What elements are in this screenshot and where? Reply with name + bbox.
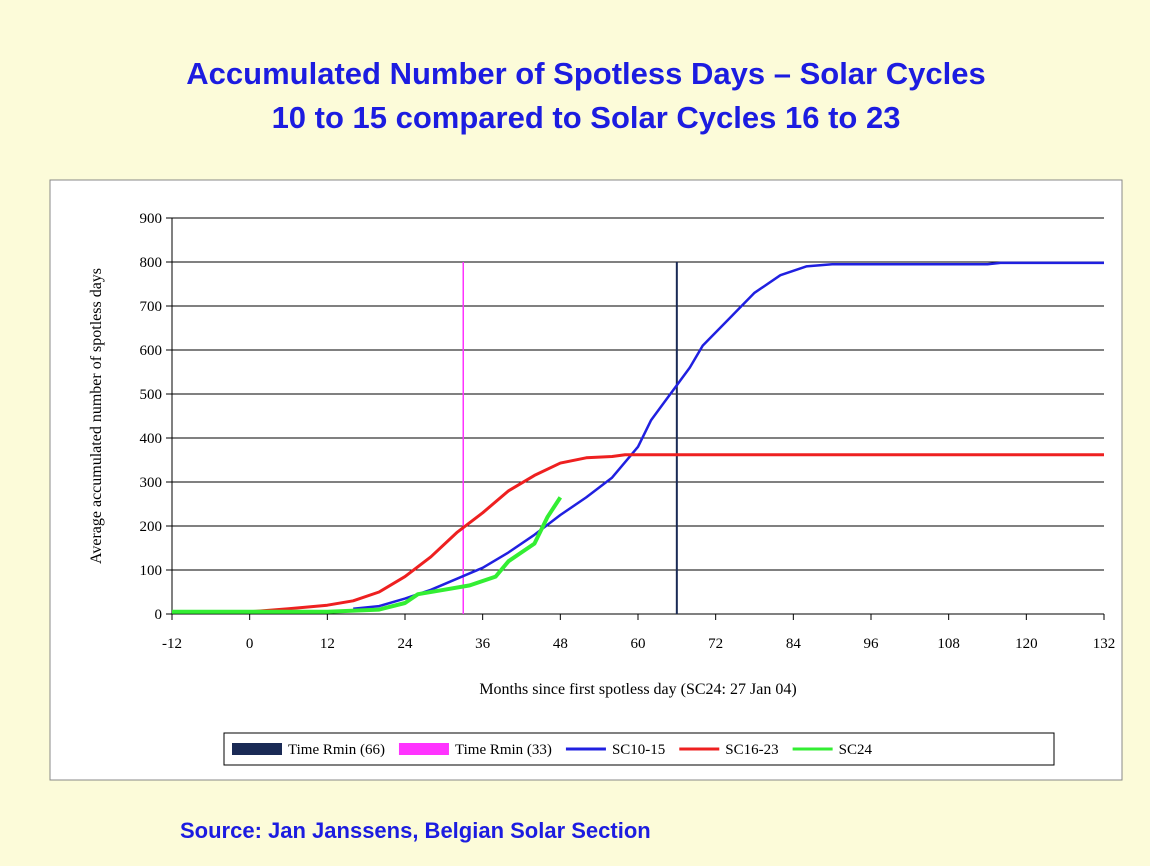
source: Source: Jan Janssens, Belgian Solar Sect… (180, 818, 651, 843)
x-tick-label: 96 (864, 636, 880, 652)
y-axis-label: Average accumulated number of spotless d… (88, 268, 105, 564)
y-tick-label: 300 (140, 475, 163, 491)
series-line (249, 453, 1104, 614)
legend-label: SC10-15 (612, 742, 665, 758)
chart-title: Accumulated Number of Spotless Days – So… (186, 56, 985, 91)
y-tick-label: 400 (140, 431, 163, 447)
y-tick-label: 900 (140, 211, 163, 227)
x-tick-label: 84 (786, 636, 802, 652)
x-tick-label: 108 (937, 636, 960, 652)
x-tick-label: 120 (1015, 636, 1038, 652)
series-line (353, 261, 1104, 610)
x-tick-label: 132 (1093, 636, 1116, 652)
y-tick-label: 100 (140, 563, 163, 579)
x-tick-label: -12 (162, 636, 182, 652)
legend-label: Time Rmin (33) (455, 742, 552, 758)
y-tick-label: 500 (140, 387, 163, 403)
chart-title: 10 to 15 compared to Solar Cycles 16 to … (272, 100, 901, 135)
y-tick-label: 200 (140, 519, 163, 535)
y-tick-label: 700 (140, 299, 163, 315)
x-axis-label: Months since first spotless day (SC24: 2… (479, 681, 796, 698)
legend (223, 732, 1055, 766)
legend-label: SC16-23 (725, 742, 778, 758)
y-tick-label: 600 (140, 343, 163, 359)
legend-label: SC24 (839, 742, 873, 758)
x-tick-label: 72 (708, 636, 723, 652)
chart-frame (49, 179, 1123, 781)
x-tick-label: 60 (631, 636, 646, 652)
y-tick-label: 0 (155, 607, 163, 623)
legend-label: Time Rmin (66) (288, 742, 385, 758)
x-tick-label: 24 (398, 636, 414, 652)
x-tick-label: 12 (320, 636, 335, 652)
x-tick-label: 48 (553, 636, 568, 652)
y-tick-label: 800 (140, 255, 163, 271)
x-tick-label: 0 (246, 636, 254, 652)
series-line (172, 496, 563, 614)
x-tick-label: 36 (475, 636, 491, 652)
